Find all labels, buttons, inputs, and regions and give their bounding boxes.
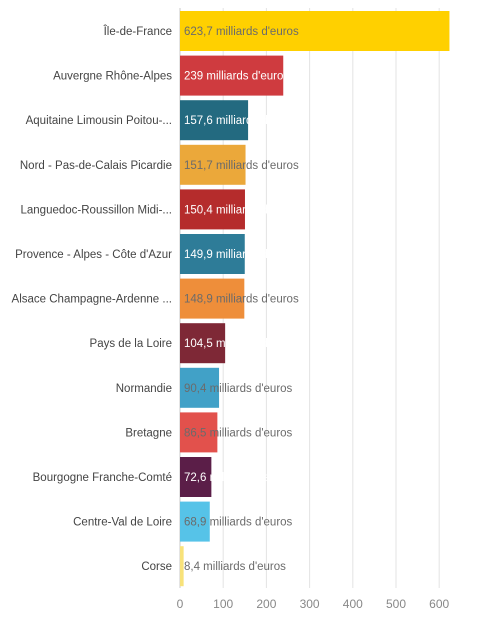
bar (180, 546, 184, 587)
data-label: 68,9 milliards d'euros (184, 517, 293, 529)
category-label: Corse (141, 561, 172, 573)
category-label: Languedoc-Roussillon Midi-... (21, 204, 173, 216)
data-label: 8,4 milliards d'euros (184, 561, 286, 573)
data-label: 150,4 milliards d'euros (184, 204, 299, 216)
category-label: Centre-Val de Loire (73, 517, 172, 529)
x-tick-label: 500 (386, 597, 406, 611)
bar (180, 55, 284, 96)
bar (180, 412, 218, 453)
category-label: Normandie (116, 383, 172, 395)
x-tick-label: 0 (177, 597, 184, 611)
x-tick-label: 400 (343, 597, 363, 611)
data-label: 72,6 milliards d'euros (184, 472, 293, 484)
data-label: 151,7 milliards d'euros (184, 160, 299, 172)
data-label: 148,9 milliards d'euros (184, 294, 299, 306)
bar (180, 501, 210, 542)
data-label: 86,5 milliards d'euros (184, 427, 293, 439)
x-tick-label: 200 (256, 597, 276, 611)
bar (180, 234, 245, 274)
bar (180, 323, 226, 364)
data-label: 157,6 milliards d'euros (184, 115, 299, 127)
category-label: Aquitaine Limousin Poitou-... (26, 115, 172, 127)
data-label: 239 milliards d'euros (184, 71, 289, 83)
data-label: 623,7 milliards d'euros (184, 26, 299, 38)
bar (180, 144, 246, 185)
category-label: Bretagne (125, 427, 172, 439)
bar (180, 189, 245, 230)
bar (180, 11, 450, 51)
bar (180, 457, 212, 497)
data-label: 104,5 milliards d'euros (184, 338, 299, 350)
category-label: Nord - Pas-de-Calais Picardie (20, 160, 172, 172)
x-tick-label: 100 (213, 597, 233, 611)
category-label: Île-de-France (103, 25, 172, 38)
category-label: Pays de la Loire (90, 338, 172, 350)
bar (180, 367, 220, 408)
data-label: 149,9 milliards d'euros (184, 249, 299, 261)
category-label: Bourgogne Franche-Comté (33, 472, 172, 484)
data-label: 90,4 milliards d'euros (184, 383, 293, 395)
category-label: Alsace Champagne-Ardenne ... (12, 294, 172, 306)
category-label: Auvergne Rhône-Alpes (53, 71, 172, 83)
category-label: Provence - Alpes - Côte d'Azur (15, 249, 172, 261)
x-tick-label: 600 (429, 597, 449, 611)
bar (180, 278, 245, 319)
bar (180, 100, 249, 141)
x-tick-label: 300 (300, 597, 320, 611)
